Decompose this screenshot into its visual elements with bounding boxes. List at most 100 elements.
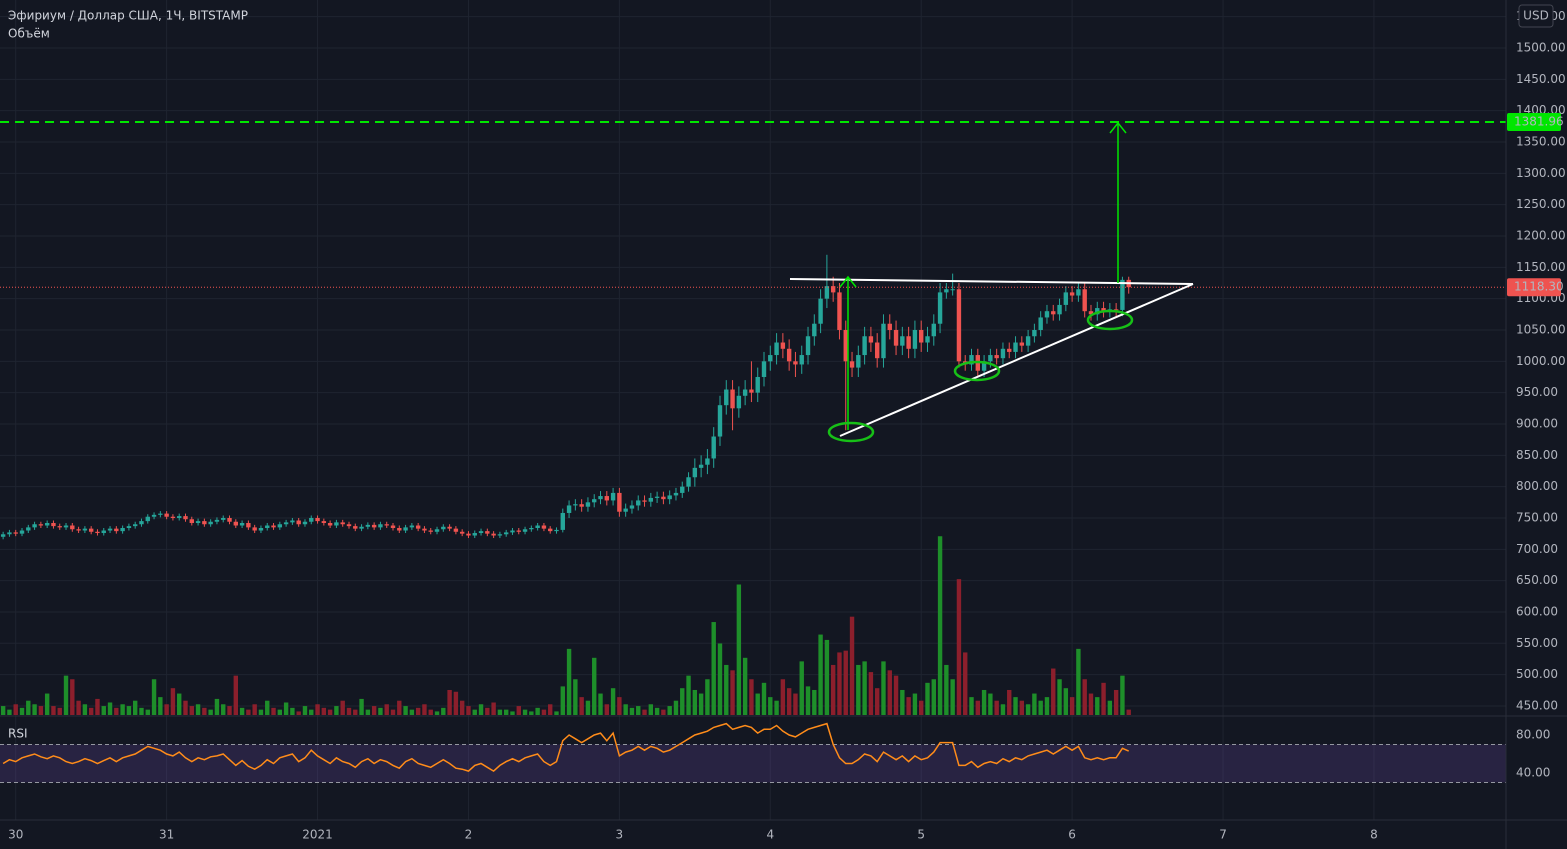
volume-bar	[1101, 682, 1106, 715]
volume-bar	[1063, 688, 1069, 715]
currency-box[interactable]	[1518, 4, 1554, 28]
volume-bar	[566, 648, 572, 715]
volume-bar	[13, 704, 18, 715]
candle-body	[1088, 311, 1094, 315]
label-layer: 30 31 2021 2 3 4 5 6 7 8 450.00 500.00 550.00 600.00 6…	[8, 9, 1566, 841]
candle-body	[202, 521, 207, 525]
candle-body	[761, 361, 767, 377]
x-tick-label: 30	[8, 828, 23, 842]
candle-body	[516, 530, 521, 532]
volume-bar	[554, 711, 559, 715]
volume-bar	[183, 700, 188, 715]
candle-body	[466, 533, 471, 536]
volume-bar	[409, 709, 415, 715]
candle-body	[522, 529, 528, 532]
candle-body	[258, 528, 264, 531]
candle-body	[1095, 308, 1100, 315]
candle-body	[724, 389, 729, 406]
rsi-label: RSI	[8, 727, 28, 741]
candle-body	[447, 526, 452, 529]
y-tick-label: 750.00	[1516, 510, 1558, 524]
volume-bar	[956, 579, 962, 715]
volume-bar	[290, 707, 295, 715]
candle-body	[95, 531, 100, 534]
volume-bar	[51, 706, 56, 715]
candle-body	[371, 524, 377, 528]
volume-bar	[874, 688, 880, 715]
volume-bar	[535, 707, 540, 715]
candle-body	[428, 530, 433, 532]
drawings	[789, 121, 1194, 443]
candle-body	[126, 526, 132, 529]
volume-bar	[365, 709, 371, 715]
candle-body	[290, 520, 295, 523]
x-tick-label: 2	[465, 828, 473, 842]
volume-bar	[63, 675, 69, 715]
volume-bar	[38, 706, 44, 715]
volume-bar	[503, 709, 509, 715]
y-tick-label: 1350.00	[1516, 134, 1566, 148]
volume-bar	[623, 704, 628, 715]
volume-bar	[57, 707, 62, 715]
candle-body	[57, 526, 62, 528]
volume-bar	[485, 707, 490, 715]
volume-bar	[195, 704, 201, 715]
candle-body	[629, 505, 635, 509]
volume-bar	[786, 688, 792, 715]
candle-body	[434, 529, 440, 532]
currency[interactable]: USD	[1523, 9, 1549, 23]
x-tick-label: 5	[917, 828, 925, 842]
y-tick-label: 450.00	[1516, 698, 1558, 712]
volume-bar	[233, 675, 239, 715]
volume-bar	[189, 706, 194, 715]
y-tick-label: 1150.00	[1516, 260, 1566, 274]
volume-bar	[107, 702, 113, 715]
chart-title: Эфириум / Доллар США, 1Ч, BITSTAMP	[8, 9, 248, 23]
candle-body	[749, 389, 754, 393]
volume-bar	[837, 652, 842, 715]
volume-bar	[466, 706, 471, 715]
arrow-head	[839, 275, 857, 288]
volume-bar	[598, 693, 603, 715]
candle-body	[843, 329, 848, 362]
volume-bar	[711, 622, 716, 715]
volume-bar	[82, 704, 88, 715]
candle-body	[648, 497, 654, 502]
volume-bar	[742, 657, 748, 715]
volume-bar	[0, 706, 6, 715]
candle-body	[812, 323, 817, 337]
volume-bar	[221, 704, 226, 715]
candle-body	[132, 524, 138, 527]
candle-body	[409, 525, 415, 528]
target-tag	[1507, 112, 1561, 131]
candle-body	[13, 532, 18, 534]
volume-bar	[164, 704, 169, 715]
volume-bar	[1032, 693, 1037, 715]
volume-bar	[415, 707, 421, 715]
last_price-tag	[1507, 278, 1561, 297]
volume-bar	[724, 664, 729, 715]
candle-body	[742, 389, 748, 396]
volume-bar	[642, 709, 647, 715]
volume-bar	[862, 661, 867, 715]
candle-body	[881, 323, 886, 359]
y-tick-label: 950.00	[1516, 385, 1558, 399]
candle-body	[485, 531, 490, 534]
volume-bar	[573, 679, 578, 715]
volume-bar	[893, 675, 899, 715]
volume-bar	[579, 697, 584, 715]
candle-body	[170, 516, 176, 518]
volume-bar	[780, 679, 786, 715]
candle-body	[1032, 329, 1037, 337]
volume-bar	[321, 707, 327, 715]
candle-body	[736, 395, 742, 409]
candle-body	[114, 528, 119, 532]
volume-bar	[931, 679, 936, 715]
candle-body	[780, 342, 786, 349]
y-tick-label: 1300.00	[1516, 166, 1566, 180]
candle-body	[661, 496, 666, 500]
candle-body	[239, 522, 245, 526]
volume-bar	[868, 672, 874, 715]
volume-bar	[227, 706, 232, 715]
volume-bar	[158, 697, 163, 715]
